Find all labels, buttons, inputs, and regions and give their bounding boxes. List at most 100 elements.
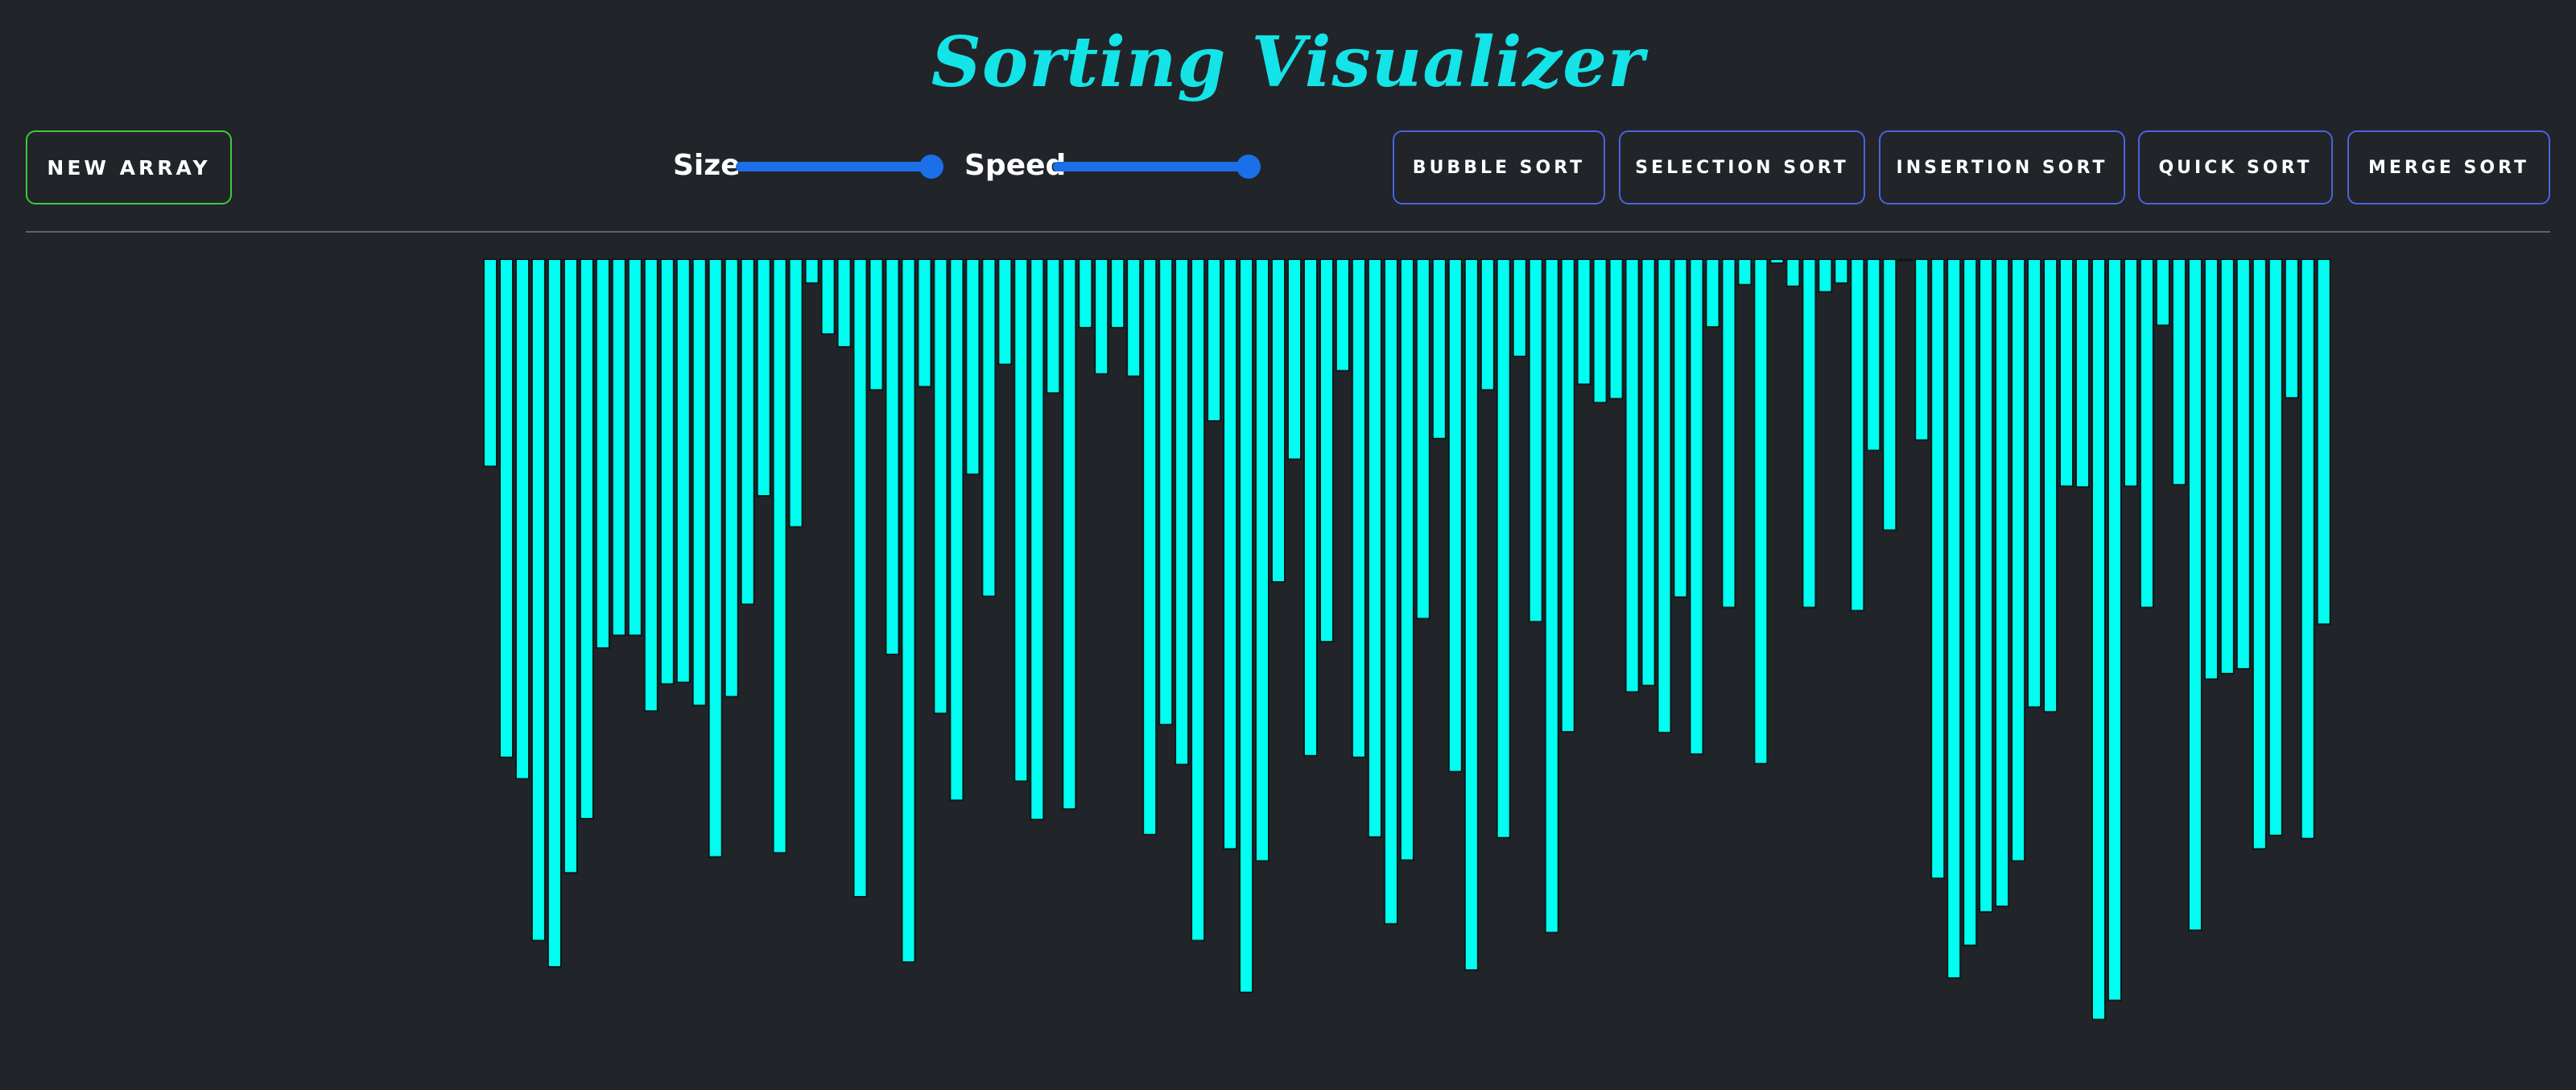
array-bar [1785, 258, 1801, 287]
array-bar [917, 258, 932, 388]
array-bar [1914, 258, 1930, 441]
array-bar [1898, 258, 1913, 262]
array-bar [901, 258, 916, 964]
array-bar [1544, 258, 1559, 934]
array-bar [1463, 258, 1479, 972]
array-bar [643, 258, 658, 712]
array-bar [2284, 258, 2299, 399]
array-bar [1367, 258, 1382, 838]
array-bar [547, 258, 562, 968]
array-bar [2252, 258, 2267, 850]
size-slider-thumb[interactable] [919, 155, 943, 179]
merge-sort-button[interactable]: MERGE SORT [2347, 130, 2550, 204]
array-bar [981, 258, 997, 597]
array-bar [1866, 258, 1881, 452]
array-bar [1608, 258, 1624, 400]
array-bar [1207, 258, 1222, 422]
speed-slider-track [1053, 162, 1249, 171]
array-bar [1721, 258, 1736, 609]
array-bar [2316, 258, 2331, 626]
array-bar [1624, 258, 1640, 693]
array-bar [1271, 258, 1286, 583]
speed-slider[interactable] [1053, 155, 1261, 179]
array-bar [1995, 258, 2010, 907]
array-bar [1255, 258, 1269, 862]
array-bar [1963, 258, 1978, 947]
array-bar [1447, 258, 1463, 773]
array-bar [1351, 258, 1366, 758]
array-bar [933, 258, 948, 715]
speed-slider-thumb[interactable] [1236, 155, 1261, 179]
size-label: Size [673, 149, 741, 182]
size-slider[interactable] [736, 155, 943, 179]
array-bar [1319, 258, 1334, 643]
array-bar [1850, 258, 1865, 612]
array-bar [820, 258, 836, 336]
size-slider-track [736, 162, 931, 171]
bubble-sort-button[interactable]: BUBBLE SORT [1393, 130, 1605, 204]
array-bar [2155, 258, 2170, 327]
array-bar [1094, 258, 1109, 375]
array-bar [1335, 258, 1350, 372]
array-bar [691, 258, 707, 707]
array-bar [1802, 258, 1817, 609]
array-bar [1415, 258, 1430, 620]
array-bar [1013, 258, 1029, 782]
quick-sort-button[interactable]: QUICK SORT [2138, 130, 2333, 204]
array-bar [1753, 258, 1769, 765]
array-bar [1769, 258, 1785, 264]
array-bar [1383, 258, 1398, 925]
array-bar [1528, 258, 1543, 623]
insertion-sort-button[interactable]: INSERTION SORT [1879, 130, 2125, 204]
array-bar [1303, 258, 1318, 757]
array-bar [579, 258, 594, 820]
array-bar [997, 258, 1013, 365]
array-bar [1818, 258, 1833, 293]
array-bar [2300, 258, 2315, 840]
array-bar [1191, 258, 1206, 942]
array-bar [2187, 258, 2202, 931]
array-bar [1576, 258, 1591, 386]
array-bar [675, 258, 691, 683]
array-bar [2124, 258, 2138, 488]
array-bar [1979, 258, 1994, 913]
array-bar [2268, 258, 2283, 836]
array-bar [563, 258, 578, 874]
array-bar [740, 258, 755, 605]
array-bar [2043, 258, 2058, 713]
array-bar [483, 258, 497, 468]
array-bar [1239, 258, 1254, 993]
array-bar [788, 258, 803, 528]
array-bar [515, 258, 530, 780]
array-bar [2075, 258, 2090, 489]
page-title: Sorting Visualizer [931, 22, 1645, 103]
array-bar [2139, 258, 2154, 609]
array-bar [1431, 258, 1447, 440]
array-bar [2235, 258, 2251, 670]
array-bar [1174, 258, 1190, 766]
array-bar [1689, 258, 1704, 755]
array-bar [1673, 258, 1688, 598]
array-bar [499, 258, 514, 758]
array-bar [611, 258, 626, 637]
array-bar [1512, 258, 1527, 357]
array-bar [1030, 258, 1045, 820]
array-bar [1480, 258, 1495, 391]
array-bar [756, 258, 771, 497]
array-bar [1705, 258, 1720, 328]
selection-sort-button[interactable]: SELECTION SORT [1619, 130, 1865, 204]
array-bar [949, 258, 964, 802]
array-bar [1287, 258, 1302, 460]
array-bar [1142, 258, 1158, 836]
speed-label: Speed [964, 149, 1067, 182]
array-bar [1110, 258, 1125, 329]
new-array-button[interactable]: NEW ARRAY [26, 130, 232, 204]
array-bar [1737, 258, 1752, 286]
array-bar [1062, 258, 1077, 811]
array-bar [1930, 258, 1946, 880]
array-bar [2091, 258, 2106, 1021]
array-bar [1158, 258, 1174, 726]
array-bar [2219, 258, 2235, 675]
